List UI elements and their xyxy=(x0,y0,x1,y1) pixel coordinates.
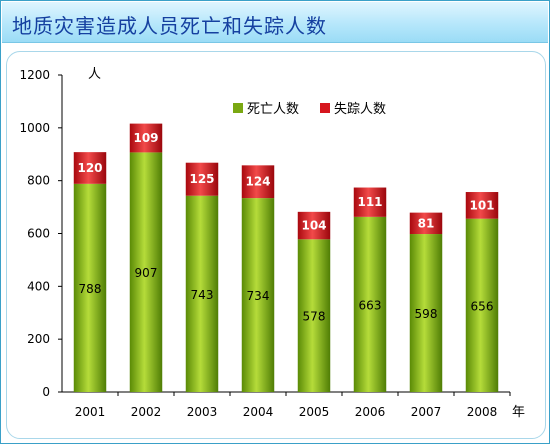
bar-missing xyxy=(241,165,275,199)
x-tick-label: 2005 xyxy=(299,405,330,419)
y-tick-label: 800 xyxy=(27,174,50,188)
axes: 0 200 400 600 800 1000 1200 人年 2001 2002 2003 2004 2… xyxy=(19,67,525,420)
y-tick-label: 200 xyxy=(27,332,50,346)
data-label-death: 788 xyxy=(79,282,102,296)
bar-death xyxy=(409,234,443,392)
legend-label-death: 死亡人数 xyxy=(247,102,299,117)
y-tick-label: 1000 xyxy=(19,121,50,135)
x-tick-label: 2002 xyxy=(131,405,162,419)
title-bar: 地质灾害造成人员死亡和失踪人数 xyxy=(2,2,548,43)
x-tick-label: 2008 xyxy=(467,405,498,419)
bar-death xyxy=(129,152,163,392)
legend-swatch-missing xyxy=(320,103,330,113)
bar-death xyxy=(73,183,107,392)
x-tick-label: 2001 xyxy=(75,405,106,419)
legend: 死亡人数 失踪人数 xyxy=(233,102,386,117)
data-label-missing: 81 xyxy=(418,216,435,230)
x-tick-label: 2004 xyxy=(243,405,274,419)
legend-label-missing: 失踪人数 xyxy=(334,102,386,117)
bar-missing xyxy=(185,162,219,196)
bar-missing xyxy=(73,152,107,184)
data-label-death: 578 xyxy=(303,310,326,324)
data-label-death: 734 xyxy=(247,289,270,303)
y-unit-label: 人 xyxy=(88,67,101,82)
legend-swatch-death xyxy=(233,103,243,113)
bar-missing xyxy=(465,192,499,219)
data-label-missing: 120 xyxy=(77,161,102,175)
bar-missing xyxy=(353,187,387,217)
data-label-death: 656 xyxy=(471,299,494,313)
y-tick-label: 0 xyxy=(42,385,50,399)
y-tick-label: 400 xyxy=(27,279,50,293)
chart-title: 地质灾害造成人员死亡和失踪人数 xyxy=(12,14,327,38)
bar-missing xyxy=(297,211,331,240)
bar-missing xyxy=(129,123,163,153)
data-label-missing: 109 xyxy=(133,131,158,145)
y-tick-label: 600 xyxy=(27,227,50,241)
bar-death xyxy=(353,216,387,392)
data-label-death: 907 xyxy=(135,266,158,280)
x-tick-label: 2006 xyxy=(355,405,386,419)
y-tick-label: 1200 xyxy=(19,68,50,82)
data-label-death: 663 xyxy=(359,298,382,312)
x-unit-label: 年 xyxy=(512,405,525,420)
bar-death xyxy=(185,195,219,392)
data-label-missing: 111 xyxy=(357,195,382,209)
data-label-missing: 125 xyxy=(189,172,214,186)
bar-death xyxy=(297,239,331,392)
bar-death xyxy=(465,218,499,392)
bar-missing xyxy=(409,212,443,235)
data-label-death: 743 xyxy=(191,288,214,302)
x-tick-label: 2003 xyxy=(187,405,218,419)
bars xyxy=(73,123,499,392)
data-label-missing: 104 xyxy=(301,219,326,233)
x-tick-label: 2007 xyxy=(411,405,442,419)
data-labels: 788 120 907 109 743 125 734 124 578 104 663 111 598 8… xyxy=(77,131,494,324)
data-label-death: 598 xyxy=(415,307,438,321)
data-label-missing: 124 xyxy=(245,175,270,189)
data-label-missing: 101 xyxy=(469,198,494,212)
bar-death xyxy=(241,198,275,392)
